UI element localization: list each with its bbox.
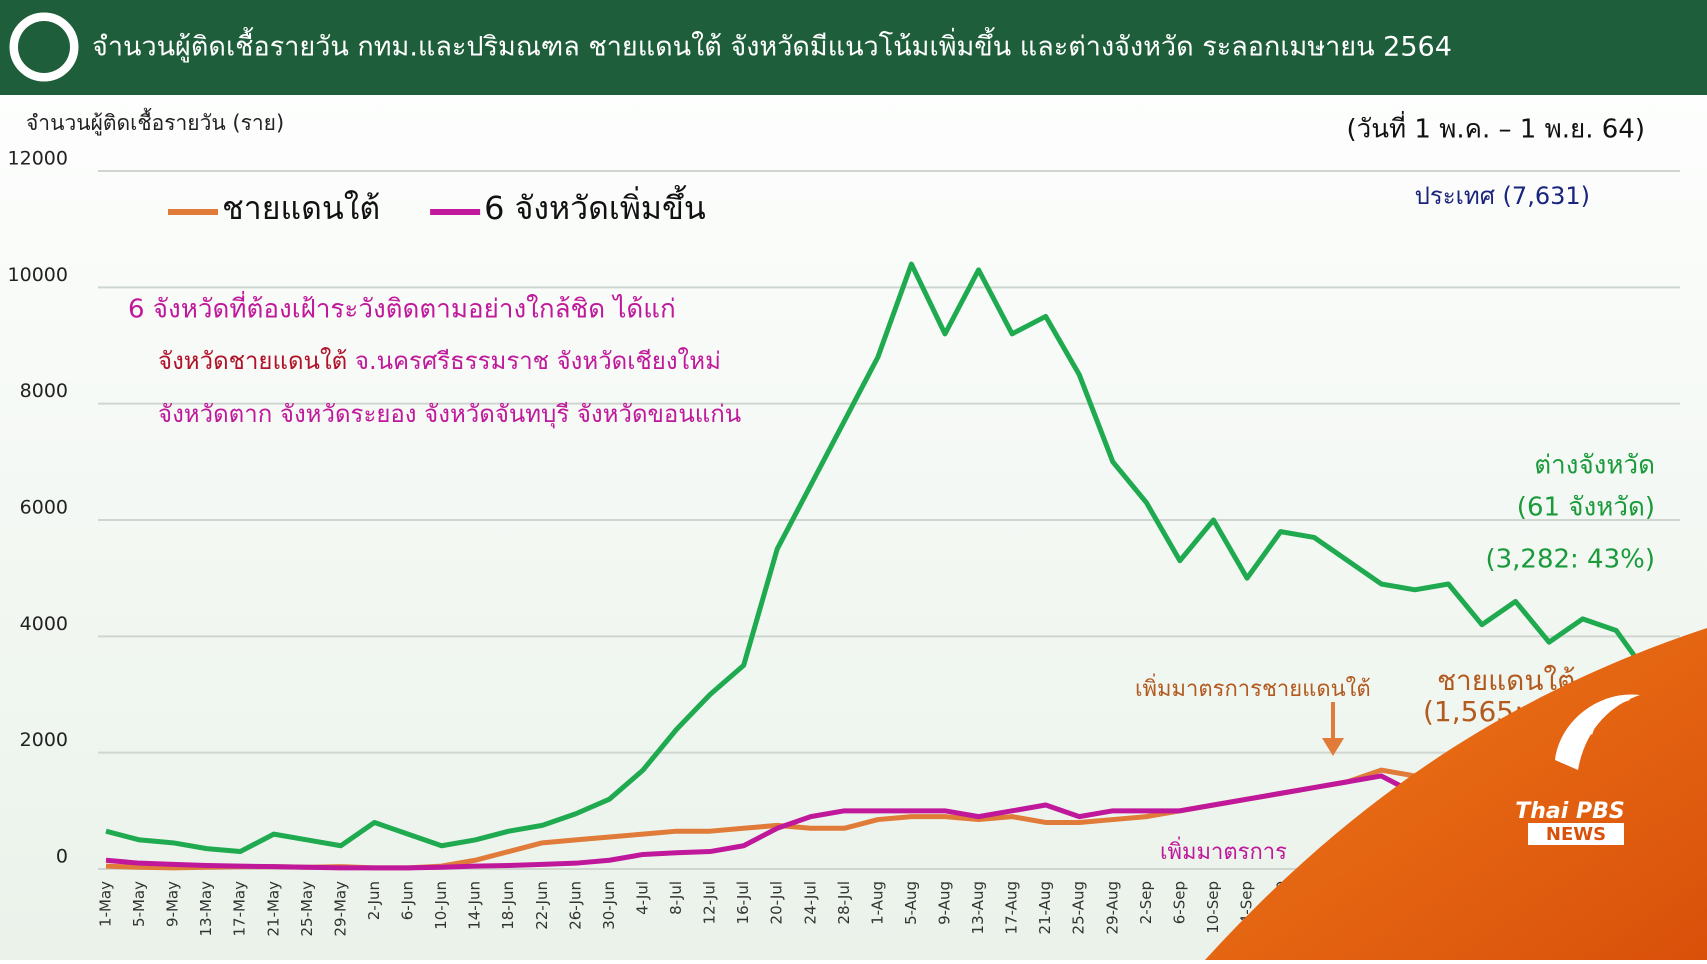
x-tick-label: 17-Aug xyxy=(1003,881,1021,934)
legend-label: ชายแดนใต้ xyxy=(222,189,380,227)
province-note-part: จ.นครศรีธรรมราช จังหวัดเชียงใหม่ xyxy=(347,347,721,375)
series-line xyxy=(105,755,1650,871)
x-tick-label: 5-Aug xyxy=(902,881,920,925)
annotation: เพิ่มมาตรการชายแดนใต้ xyxy=(1135,673,1371,702)
y-tick-label: 8000 xyxy=(20,380,68,402)
x-tick-label: 21-May xyxy=(264,881,282,937)
y-tick-label: 0 xyxy=(56,846,68,868)
logo-box xyxy=(1528,823,1624,845)
x-tick-label: 25-Aug xyxy=(1070,881,1088,934)
x-tick-label: 6-Jun xyxy=(399,881,417,920)
annotation: (61 จังหวัด) xyxy=(1517,493,1655,523)
legend-label: 6 จังหวัดเพิ่มขึ้น xyxy=(484,185,706,227)
x-tick-label: 9-Aug xyxy=(936,881,954,925)
x-tick-label: 29-May xyxy=(331,881,349,937)
arrow-head xyxy=(1322,738,1344,756)
x-tick-label: 13-May xyxy=(197,881,215,937)
series-line xyxy=(105,261,1652,855)
y-axis-label: จำนวนผู้ติดเชื้อรายวัน (ราย) xyxy=(26,108,284,136)
logo-sub: NEWS xyxy=(1546,824,1606,845)
x-tick-label: 21-Aug xyxy=(1036,881,1054,934)
x-tick-label: 2-Sep xyxy=(1137,881,1155,924)
x-tick-label: 28-Jul xyxy=(835,881,853,924)
x-tick-label: 24-Jul xyxy=(801,881,819,924)
y-tick-label: 12000 xyxy=(8,148,68,170)
x-tick-label: 1-May xyxy=(97,881,115,927)
x-tick-label: 10-Jun xyxy=(432,881,450,930)
x-tick-label: 4-Jul xyxy=(633,881,651,915)
logo-mark xyxy=(1555,694,1640,770)
x-tick-label: 8-Jul xyxy=(667,881,685,915)
x-tick-label: 2-Jun xyxy=(365,881,383,920)
header-title: จำนวนผู้ติดเชื้อรายวัน กทม.และปริมณฑล ชา… xyxy=(92,27,1452,63)
x-tick-label: 26-Jun xyxy=(566,881,584,930)
x-tick-label: 18-Jun xyxy=(499,881,517,930)
logo-brand: Thai PBS xyxy=(1515,799,1624,824)
x-tick-label: 30-Jun xyxy=(600,881,618,930)
x-tick-label: 6-Sep xyxy=(1170,881,1188,924)
annotation: ประเทศ (7,631) xyxy=(1415,182,1590,210)
x-tick-label: 12-Jul xyxy=(701,881,719,924)
province-note-part: จังหวัดชายแดนใต้ xyxy=(158,347,347,375)
x-tick-label: 5-May xyxy=(130,881,148,927)
y-tick-label: 10000 xyxy=(8,264,68,286)
y-tick-label: 6000 xyxy=(20,497,68,519)
x-tick-label: 22-Jun xyxy=(533,881,551,930)
x-tick-label: 17-May xyxy=(231,881,249,937)
x-tick-label: 20-Jul xyxy=(768,881,786,924)
x-tick-label: 25-May xyxy=(298,881,316,937)
x-tick-label: 10-Sep xyxy=(1204,881,1222,934)
y-tick-label: 2000 xyxy=(20,729,68,751)
logo-overlay xyxy=(1205,628,1707,960)
header-bar xyxy=(0,0,1707,95)
subtitle: (วันที่ 1 พ.ค. – 1 พ.ย. 64) xyxy=(1346,111,1645,145)
x-tick-label: 1-Aug xyxy=(868,881,886,925)
x-tick-label: 14-Jun xyxy=(466,881,484,930)
y-tick-label: 4000 xyxy=(20,613,68,635)
annotation: (3,282: 43%) xyxy=(1485,545,1655,575)
x-tick-label: 29-Aug xyxy=(1103,881,1121,934)
annotation: เพิ่มมาตรการ xyxy=(1160,836,1287,865)
province-note: จังหวัดชายแดนใต้ จ.นครศรีธรรมราช จังหวัด… xyxy=(158,347,721,375)
x-tick-label: 13-Aug xyxy=(969,881,987,934)
annotation: ต่างจังหวัด xyxy=(1534,451,1655,481)
province-note: 6 จังหวัดที่ต้องเฝ้าระวังติดตามอย่างใกล้… xyxy=(128,291,676,325)
province-note: จังหวัดตาก จังหวัดระยอง จังหวัดจันทบุรี … xyxy=(158,400,741,429)
logo-emblem-inner xyxy=(18,21,70,73)
x-tick-label: 9-May xyxy=(164,881,182,927)
x-tick-label: 16-Jul xyxy=(734,881,752,924)
